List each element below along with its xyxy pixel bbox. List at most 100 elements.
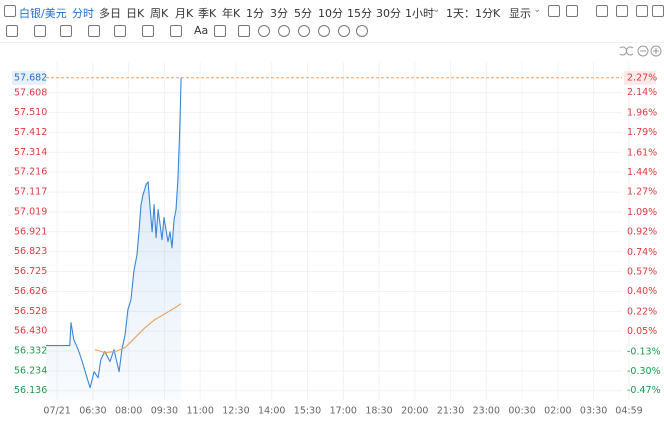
x-tick-label: 20:00 [401, 406, 428, 417]
period-tab[interactable]: 分时 [72, 7, 94, 20]
text-tool[interactable]: Aa [194, 24, 209, 37]
drawing-tool[interactable] [356, 25, 368, 37]
drawing-tool[interactable] [318, 25, 330, 37]
drawing-tool[interactable] [278, 25, 290, 37]
symbol-icon [4, 5, 16, 17]
y-tick-label: 57.412 [14, 127, 47, 138]
y2-tick-label: 1.96% [627, 108, 657, 119]
y2-tick-label: -0.30% [627, 366, 661, 377]
y-tick-label: 56.332 [14, 346, 47, 357]
x-tick-label: 23:00 [473, 406, 500, 417]
current-price-box [12, 70, 46, 85]
y-tick-label: 57.608 [14, 87, 47, 98]
period-tab[interactable]: 年K [222, 7, 241, 20]
y-tick-label: 56.921 [14, 226, 47, 237]
tool-icon[interactable] [548, 5, 560, 17]
current-change-box [624, 70, 656, 85]
y-tick-label: 56.234 [14, 365, 47, 376]
period-tab[interactable]: 1小时 [405, 7, 434, 20]
y2-tick-label: 2.27% [627, 72, 657, 83]
x-tick-label: 03:30 [580, 406, 607, 417]
y-tick-label: 57.216 [14, 167, 47, 178]
drawing-tool[interactable] [170, 25, 182, 37]
symbol-name[interactable]: 白银/美元 [19, 7, 67, 20]
x-tick-label: 06:30 [79, 406, 106, 417]
x-tick-label: 11:00 [186, 406, 213, 417]
y2-tick-label: 2.14% [627, 87, 657, 98]
period-tab[interactable]: 5分 [294, 7, 312, 20]
zoom-in[interactable] [650, 45, 662, 57]
x-tick-label: 07/21 [43, 406, 70, 417]
y2-tick-label: 0.74% [627, 247, 657, 258]
tool-icon[interactable] [636, 5, 648, 17]
y-tick-label: 57.682 [14, 72, 47, 83]
y2-tick-label: 0.92% [627, 226, 657, 237]
dropdown-caret[interactable]: ⌄ [533, 4, 542, 15]
y-tick-label: 57.117 [14, 187, 47, 198]
drawing-tool[interactable] [60, 25, 72, 37]
y2-tick-label: 0.40% [627, 286, 657, 297]
y2-tick-label: 1.09% [627, 207, 657, 218]
drawing-tool[interactable] [114, 25, 126, 37]
x-tick-label: 09:30 [151, 406, 178, 417]
period-tab[interactable]: 1分 [246, 7, 264, 20]
period-tab[interactable]: 日K [126, 7, 145, 20]
drawing-tool[interactable] [88, 25, 100, 37]
period-tab[interactable]: 10分 [318, 7, 343, 20]
y2-tick-label: 0.57% [627, 266, 657, 277]
tool-icon[interactable] [566, 5, 578, 17]
x-tick-label: 12:30 [222, 406, 249, 417]
y2-tick-label: -0.13% [627, 346, 661, 357]
y2-tick-label: 0.05% [627, 326, 657, 337]
drawing-tool[interactable] [258, 25, 270, 37]
y-tick-label: 56.823 [14, 246, 47, 257]
tool-icon[interactable] [616, 5, 628, 17]
y-tick-label: 56.430 [14, 326, 47, 337]
period-toolbar: 白银/美元 分时 多日 日K 周K 月K 季K 年K 1分 3分 5分 10分 15分 30分 1小时 ⌄ 1天… [0, 0, 664, 24]
period-tab[interactable]: 周K [150, 7, 169, 20]
zoom-controls [619, 45, 662, 57]
drawing-tool[interactable] [142, 25, 154, 37]
x-tick-label: 21:30 [437, 406, 464, 417]
period-tab[interactable]: 季K [198, 7, 217, 20]
x-tick-label: 15:30 [294, 406, 321, 417]
redo-button[interactable] [625, 46, 634, 56]
y2-tick-label: 1.27% [627, 186, 657, 197]
period-tab[interactable]: 15分 [347, 7, 372, 20]
period-tab[interactable]: 多日 [99, 7, 121, 20]
y-tick-label: 56.136 [14, 385, 47, 396]
price-line [46, 77, 182, 389]
x-tick-label: 08:00 [115, 406, 142, 417]
period-tab[interactable]: 月K [175, 7, 194, 20]
y-tick-label: 57.314 [14, 147, 47, 158]
drawing-tool[interactable] [338, 25, 350, 37]
period-tab[interactable]: 3分 [270, 7, 288, 20]
drawing-tool[interactable] [238, 25, 250, 37]
drawing-tool[interactable] [34, 25, 46, 37]
x-tick-label: 17:00 [330, 406, 357, 417]
y2-tick-label: 1.44% [627, 167, 657, 178]
x-tick-label: 02:00 [544, 406, 571, 417]
y2-tick-label: 0.22% [627, 306, 657, 317]
x-tick-label: 18:30 [365, 406, 392, 417]
tool-icon[interactable] [596, 5, 608, 17]
period-tab[interactable]: 1天：1分K [446, 7, 501, 20]
zoom-out[interactable] [637, 45, 649, 57]
x-tick-label: 00:30 [508, 406, 535, 417]
period-tab[interactable]: 显示 [509, 7, 531, 20]
period-tab[interactable]: 30分 [376, 7, 401, 20]
dropdown-caret[interactable]: ⌄ [490, 4, 499, 15]
drawing-tool[interactable] [6, 25, 18, 37]
drawing-tool[interactable] [214, 25, 226, 37]
average-line [94, 303, 182, 354]
y-tick-label: 56.528 [14, 306, 47, 317]
y-tick-label: 56.626 [14, 286, 47, 297]
y-tick-label: 57.019 [14, 206, 47, 217]
drawing-tool[interactable] [298, 25, 310, 37]
dropdown-caret[interactable]: ⌄ [432, 4, 441, 15]
y2-tick-label: 1.79% [627, 127, 657, 138]
y-tick-label: 56.725 [14, 266, 47, 277]
price-area [46, 77, 182, 401]
